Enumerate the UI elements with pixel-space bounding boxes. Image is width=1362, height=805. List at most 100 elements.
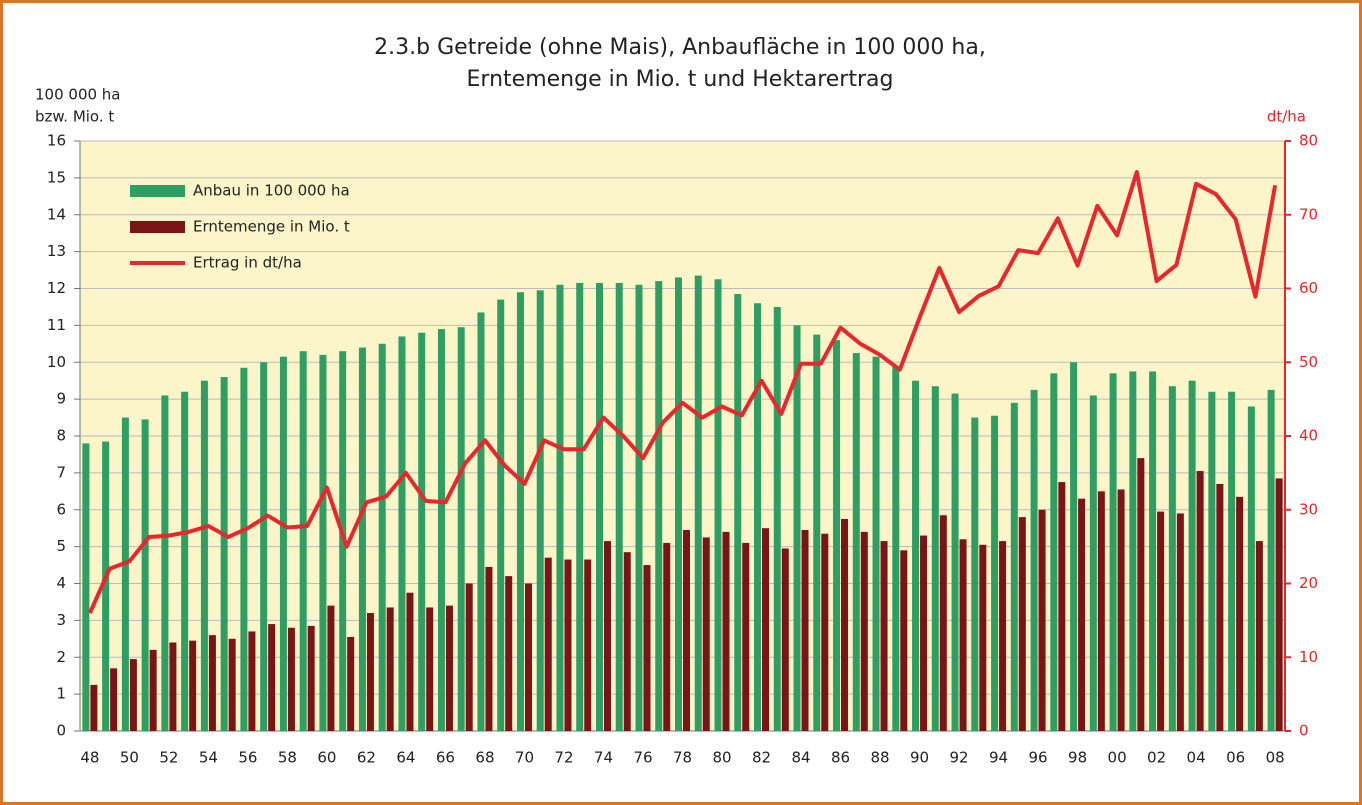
y2-tick-label: 40 — [1299, 427, 1318, 445]
bar — [327, 605, 335, 731]
legend-swatch — [130, 185, 185, 197]
bar — [121, 417, 129, 731]
bar — [1247, 406, 1255, 731]
chart-title: Erntemenge in Mio. t und Hektarertrag — [467, 67, 894, 92]
y2-tick-label: 10 — [1299, 648, 1318, 666]
legend-label: Ertrag in dt/ha — [193, 254, 302, 272]
bar — [129, 659, 137, 731]
bar — [524, 583, 532, 731]
bar — [505, 576, 513, 731]
bar — [169, 642, 177, 731]
bar — [1208, 391, 1216, 731]
x-tick-label: 00 — [1108, 749, 1127, 767]
bar — [872, 356, 880, 731]
x-tick-label: 74 — [594, 749, 613, 767]
bar — [663, 542, 671, 731]
bar — [161, 395, 169, 731]
bar — [1070, 362, 1078, 731]
y-tick-label: 4 — [56, 574, 66, 592]
legend-label: Erntemenge in Mio. t — [193, 218, 350, 236]
bar — [1275, 478, 1283, 731]
bar — [762, 528, 770, 731]
x-tick-label: 04 — [1187, 749, 1206, 767]
y-tick-label: 15 — [47, 168, 66, 186]
x-tick-label: 96 — [1029, 749, 1048, 767]
y-tick-label: 1 — [56, 685, 66, 703]
y-tick-label: 0 — [56, 722, 66, 740]
bar — [1089, 395, 1097, 731]
bar — [801, 530, 809, 731]
bar — [833, 340, 841, 731]
bar — [1018, 517, 1026, 731]
bar — [437, 329, 445, 731]
bar — [959, 539, 967, 731]
bar — [477, 312, 485, 731]
bar — [781, 548, 789, 731]
y2-tick-label: 50 — [1299, 353, 1318, 371]
bar — [912, 380, 920, 731]
y-tick-label: 2 — [56, 648, 66, 666]
bar — [1188, 380, 1196, 731]
y-tick-label: 6 — [56, 500, 66, 518]
bar — [971, 417, 979, 731]
bar — [1196, 471, 1204, 731]
bar — [465, 583, 473, 731]
y-axis-label: 100 000 ha — [35, 86, 121, 104]
y-tick-label: 3 — [56, 611, 66, 629]
bar — [1109, 373, 1117, 731]
bar — [714, 279, 722, 731]
x-tick-label: 64 — [396, 749, 415, 767]
bar — [841, 518, 849, 731]
bar — [742, 542, 750, 731]
bar — [734, 294, 742, 731]
x-tick-label: 92 — [950, 749, 969, 767]
y2-tick-label: 60 — [1299, 279, 1318, 297]
y2-tick-label: 30 — [1299, 500, 1318, 518]
bar — [821, 533, 829, 731]
y-tick-label: 7 — [56, 463, 66, 481]
bar — [900, 550, 908, 731]
bar — [635, 284, 643, 731]
x-tick-label: 90 — [910, 749, 929, 767]
bar — [110, 668, 118, 731]
bar — [1129, 371, 1137, 731]
bar — [991, 415, 999, 731]
bar — [1117, 489, 1125, 731]
bar — [358, 347, 366, 731]
y-tick-label: 8 — [56, 427, 66, 445]
bar — [852, 353, 860, 731]
bar — [386, 607, 394, 731]
bar — [268, 624, 276, 731]
x-tick-label: 56 — [238, 749, 257, 767]
bar — [920, 535, 928, 731]
bar — [584, 559, 592, 731]
y-tick-label: 13 — [47, 242, 66, 260]
bar — [398, 336, 406, 731]
bar — [1267, 389, 1275, 731]
bar — [544, 557, 552, 731]
bar — [339, 351, 347, 731]
y2-axis-label: dt/ha — [1267, 108, 1306, 126]
bar — [485, 566, 493, 731]
bar — [366, 613, 374, 731]
bar — [445, 605, 453, 731]
bar — [418, 332, 426, 731]
bar — [999, 541, 1007, 731]
bar — [892, 365, 900, 731]
x-tick-label: 02 — [1147, 749, 1166, 767]
bar — [240, 367, 248, 731]
y-tick-label: 5 — [56, 537, 66, 555]
x-tick-label: 88 — [870, 749, 889, 767]
x-tick-label: 80 — [712, 749, 731, 767]
bar — [615, 282, 623, 731]
bar — [189, 640, 197, 731]
x-tick-label: 78 — [673, 749, 692, 767]
x-tick-label: 08 — [1266, 749, 1285, 767]
bar — [793, 325, 801, 731]
bar — [426, 607, 434, 731]
bar — [378, 343, 386, 731]
bar — [497, 299, 505, 731]
bar — [307, 625, 315, 731]
bar — [516, 292, 524, 731]
bar — [1010, 402, 1018, 731]
